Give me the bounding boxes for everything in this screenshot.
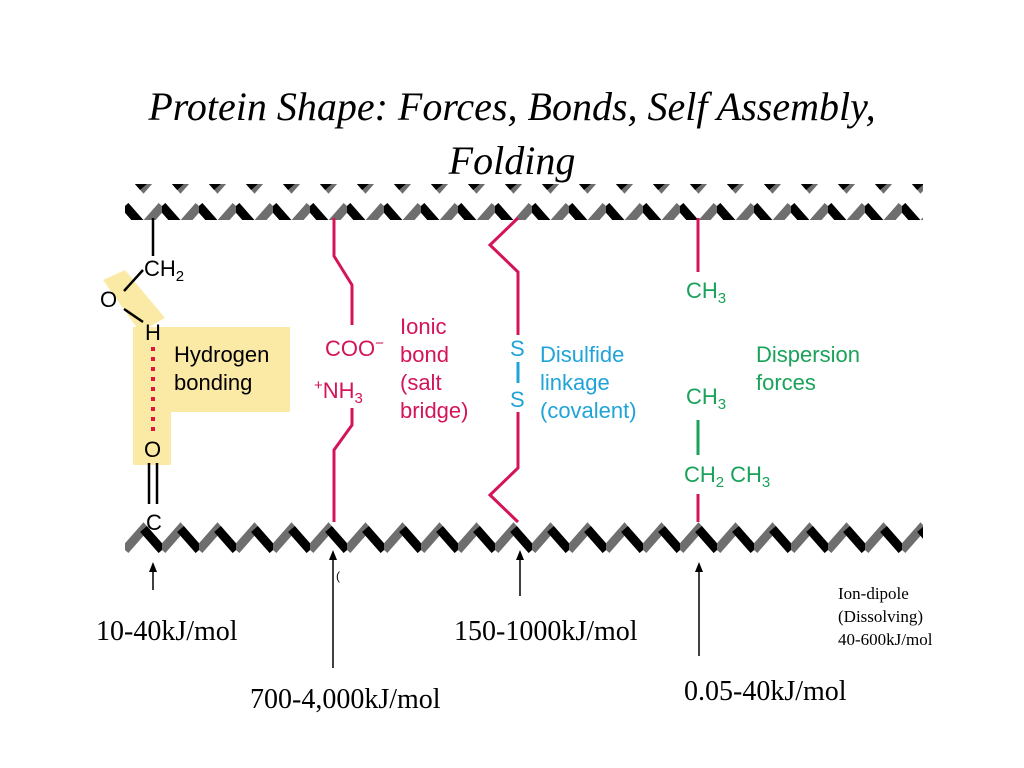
arrowhead-ionic <box>329 550 337 560</box>
disulfide-s-top-label: S <box>510 336 525 361</box>
disulfide-s-bottom-label: S <box>510 387 525 412</box>
ion-dipole-line-1: Ion-dipole <box>838 584 909 603</box>
h-o-bottom-label: O <box>144 437 161 462</box>
o-h-bond <box>123 307 144 324</box>
top-backbone-chain <box>125 184 923 220</box>
ionic-label-line-3: (salt <box>400 370 442 395</box>
title-line-2: Folding <box>448 138 576 183</box>
energy-disulfide: 150-1000kJ/mol <box>454 616 638 647</box>
title-text: Protein Shape: Forces, Bonds, Self Assem… <box>0 80 1024 188</box>
h-ch2-label: CH2 <box>144 256 184 285</box>
ionic-label-line-1: Ionic <box>400 314 446 339</box>
ionic-bond-group: COO− +NH3 Ionic bond (salt bridge) <box>314 218 468 522</box>
stray-mark: ( <box>336 569 340 583</box>
hydrogen-bond-group: CH2 O H Hydrogen bonding O C <box>100 218 290 535</box>
energy-ionic: 700-4,000kJ/mol <box>250 684 441 715</box>
h-label-line-2: bonding <box>174 370 252 395</box>
energy-ion-dipole: Ion-dipole (Dissolving) 40-600kJ/mol <box>838 582 932 651</box>
ionic-nh3-label: +NH3 <box>314 377 363 407</box>
ion-dipole-line-3: 40-600kJ/mol <box>838 630 933 649</box>
energy-hydrogen: 10-40kJ/mol <box>96 616 238 647</box>
dispersion-label-line-2: forces <box>756 370 816 395</box>
h-o-top-label: O <box>100 287 117 312</box>
title-line-1: Protein Shape: Forces, Bonds, Self Assem… <box>148 84 876 129</box>
disulfide-group: S S Disulfide linkage (covalent) <box>487 216 637 524</box>
disulfide-label-line-3: (covalent) <box>540 398 637 423</box>
dispersion-ch3-mid: CH3 <box>686 384 726 413</box>
energy-dispersion: 0.05-40kJ/mol <box>684 676 847 707</box>
hydrogen-highlight-box <box>133 327 290 412</box>
ionic-coo-label: COO− <box>325 335 384 361</box>
ionic-label-line-2: bond <box>400 342 449 367</box>
disulfide-chain-bottom <box>487 412 520 524</box>
pointer-arrows: ( <box>149 550 703 668</box>
arrowhead-dispersion <box>695 562 703 572</box>
arrowhead-hydrogen <box>149 562 157 572</box>
h-c-label: C <box>146 510 162 535</box>
disulfide-label-line-1: Disulfide <box>540 342 624 367</box>
arrowhead-disulfide <box>516 550 524 560</box>
h-h-label: H <box>145 320 161 345</box>
ion-dipole-line-2: (Dissolving) <box>838 607 923 626</box>
dispersion-group: CH3 Dispersion forces CH3 CH2 CH3 <box>684 218 860 522</box>
bottom-backbone-chain <box>125 522 923 558</box>
disulfide-chain-top <box>487 216 520 335</box>
dispersion-ch2-ch3: CH2 CH3 <box>684 462 770 491</box>
dispersion-ch3-top: CH3 <box>686 278 726 307</box>
dispersion-label-line-1: Dispersion <box>756 342 860 367</box>
hydrogen-highlight-diagonal <box>103 270 165 332</box>
ch2-o-bond <box>123 269 144 292</box>
ionic-label-line-4: bridge) <box>400 398 468 423</box>
h-label-line-1: Hydrogen <box>174 342 269 367</box>
ionic-chain-top <box>332 218 354 325</box>
ionic-chain-bottom <box>332 408 354 522</box>
disulfide-label-line-2: linkage <box>540 370 610 395</box>
